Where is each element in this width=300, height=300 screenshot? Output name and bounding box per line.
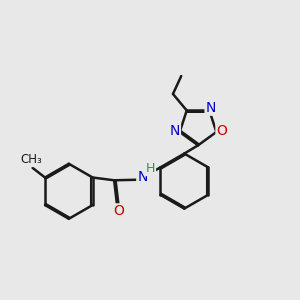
Text: N: N	[137, 170, 148, 184]
Text: H: H	[146, 162, 155, 175]
Text: O: O	[113, 204, 124, 218]
Text: N: N	[206, 101, 216, 115]
Text: N: N	[169, 124, 180, 138]
Text: CH₃: CH₃	[20, 153, 42, 166]
Text: O: O	[216, 124, 227, 138]
